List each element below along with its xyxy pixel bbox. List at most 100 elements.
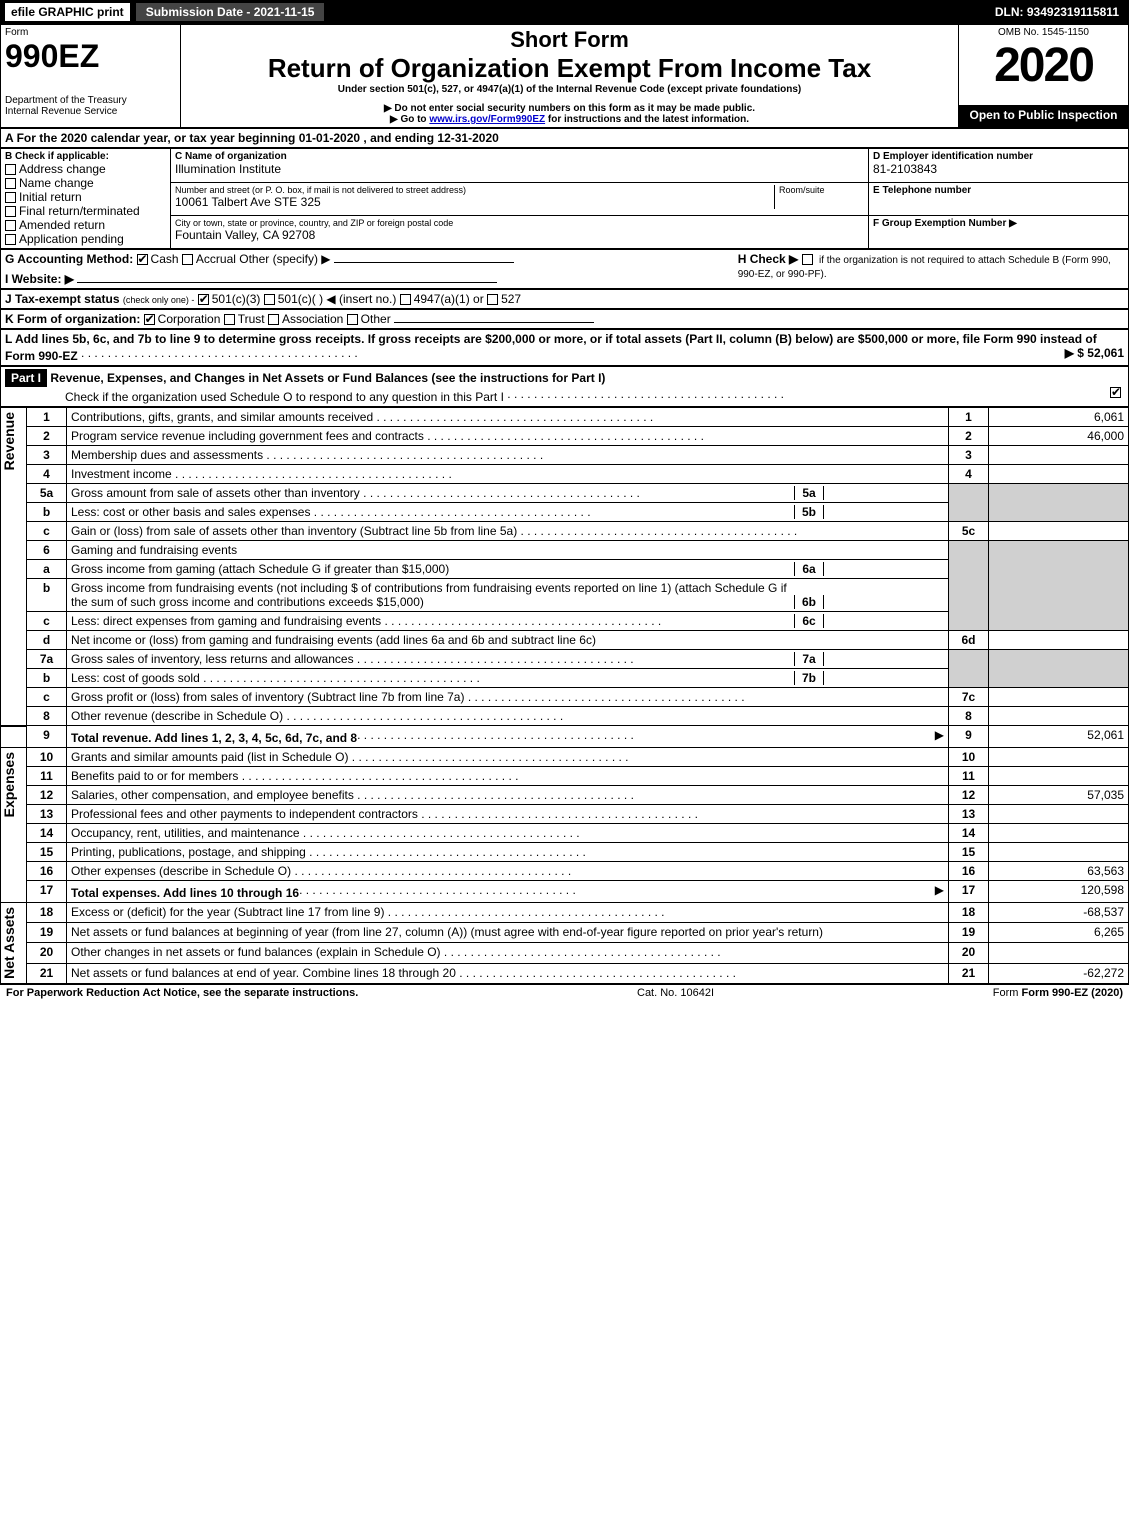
open-to-public: Open to Public Inspection xyxy=(959,106,1129,128)
top-bar: efile GRAPHIC print Submission Date - 20… xyxy=(0,0,1129,24)
r19-rn: 19 xyxy=(949,923,989,943)
k-trust[interactable]: Trust xyxy=(224,312,265,326)
r7c-val xyxy=(989,688,1129,707)
footer-right: Form Form 990-EZ (2020) xyxy=(993,987,1123,999)
r18-rn: 18 xyxy=(949,903,989,923)
r8-rn: 8 xyxy=(949,707,989,726)
r5c-val xyxy=(989,522,1129,541)
r6a-n: a xyxy=(27,560,67,579)
r13-n: 13 xyxy=(27,805,67,824)
r5c-n: c xyxy=(27,522,67,541)
r18-n: 18 xyxy=(27,903,67,923)
boxF-label: F Group Exemption Number ▶ xyxy=(873,218,1124,229)
part1-check-line: Check if the organization used Schedule … xyxy=(65,390,504,404)
r5a-n: 5a xyxy=(27,484,67,503)
r11-n: 11 xyxy=(27,767,67,786)
city-value: Fountain Valley, CA 92708 xyxy=(175,228,864,242)
r5b-txt: Less: cost or other basis and sales expe… xyxy=(71,505,794,519)
boxC-name-label: C Name of organization xyxy=(175,151,864,162)
r14-val xyxy=(989,824,1129,843)
r1-txt: Contributions, gifts, grants, and simila… xyxy=(71,410,653,424)
r12-val: 57,035 xyxy=(989,786,1129,805)
r7c-rn: 7c xyxy=(949,688,989,707)
ein-value: 81-2103843 xyxy=(873,162,1124,176)
r10-rn: 10 xyxy=(949,748,989,767)
r15-txt: Printing, publications, postage, and shi… xyxy=(71,845,586,859)
r4-n: 4 xyxy=(27,465,67,484)
r16-txt: Other expenses (describe in Schedule O) xyxy=(71,864,571,878)
period-line: A For the 2020 calendar year, or tax yea… xyxy=(1,129,1129,148)
acct-cash[interactable]: Cash xyxy=(137,252,179,266)
j-4947[interactable]: 4947(a)(1) or xyxy=(400,292,484,306)
main-title: Return of Organization Exempt From Incom… xyxy=(185,53,954,84)
r9-val: 52,061 xyxy=(989,726,1129,748)
acct-accrual[interactable]: Accrual xyxy=(182,252,236,266)
part1-title: Revenue, Expenses, and Changes in Net As… xyxy=(50,371,605,385)
revenue-side-label: Revenue xyxy=(1,408,17,474)
org-name: Illumination Institute xyxy=(175,162,864,176)
part1-schedO-checkbox[interactable] xyxy=(1110,387,1121,398)
r9-n: 9 xyxy=(27,726,67,748)
r20-n: 20 xyxy=(27,943,67,963)
lineI-label: I Website: ▶ xyxy=(5,272,74,286)
short-form-title: Short Form xyxy=(185,27,954,53)
irs-link[interactable]: www.irs.gov/Form990EZ xyxy=(429,114,545,125)
optB-4[interactable]: Amended return xyxy=(5,218,166,232)
r19-n: 19 xyxy=(27,923,67,943)
r6d-txt: Net income or (loss) from gaming and fun… xyxy=(71,633,596,647)
r6b-n: b xyxy=(27,579,67,612)
r17-n: 17 xyxy=(27,881,67,903)
r6d-rn: 6d xyxy=(949,631,989,650)
optB-3[interactable]: Final return/terminated xyxy=(5,204,166,218)
r10-n: 10 xyxy=(27,748,67,767)
j-501c3[interactable]: 501(c)(3) xyxy=(198,292,261,306)
form-label: Form xyxy=(5,27,176,38)
optB-5[interactable]: Application pending xyxy=(5,232,166,246)
r21-txt: Net assets or fund balances at end of ye… xyxy=(71,966,736,980)
r6b-txt: Gross income from fundraising events (no… xyxy=(71,581,794,609)
lineH-checkbox[interactable] xyxy=(802,254,813,265)
lineL-amount: ▶ $ 52,061 xyxy=(1065,346,1124,360)
r12-txt: Salaries, other compensation, and employ… xyxy=(71,788,634,802)
r10-txt: Grants and similar amounts paid (list in… xyxy=(71,750,629,764)
r14-rn: 14 xyxy=(949,824,989,843)
r5c-rn: 5c xyxy=(949,522,989,541)
expenses-side-label: Expenses xyxy=(1,748,17,821)
r9-rn: 9 xyxy=(949,726,989,748)
k-assoc[interactable]: Association xyxy=(268,312,343,326)
omb-label: OMB No. 1545-1150 xyxy=(963,27,1124,38)
r6d-n: d xyxy=(27,631,67,650)
r12-rn: 12 xyxy=(949,786,989,805)
r8-val xyxy=(989,707,1129,726)
r6c-txt: Less: direct expenses from gaming and fu… xyxy=(71,614,794,628)
r13-txt: Professional fees and other payments to … xyxy=(71,807,698,821)
r8-n: 8 xyxy=(27,707,67,726)
r2-val: 46,000 xyxy=(989,427,1129,446)
k-other[interactable]: Other xyxy=(347,312,391,326)
acct-other[interactable]: Other (specify) ▶ xyxy=(239,252,330,266)
website-input[interactable] xyxy=(77,282,497,283)
k-corp[interactable]: Corporation xyxy=(144,312,221,326)
r3-txt: Membership dues and assessments xyxy=(71,448,543,462)
optB-0[interactable]: Address change xyxy=(5,162,166,176)
r13-val xyxy=(989,805,1129,824)
r20-rn: 20 xyxy=(949,943,989,963)
r17-rn: 17 xyxy=(949,881,989,903)
footer-left: For Paperwork Reduction Act Notice, see … xyxy=(6,987,358,999)
page-footer: For Paperwork Reduction Act Notice, see … xyxy=(0,984,1129,1001)
r15-n: 15 xyxy=(27,843,67,862)
optB-2[interactable]: Initial return xyxy=(5,190,166,204)
r7b-mid: 7b xyxy=(794,671,824,685)
r4-rn: 4 xyxy=(949,465,989,484)
boxE-label: E Telephone number xyxy=(873,185,1124,196)
j-501c[interactable]: 501(c)( ) ◀ (insert no.) xyxy=(264,292,397,306)
r15-rn: 15 xyxy=(949,843,989,862)
r18-txt: Excess or (deficit) for the year (Subtra… xyxy=(71,905,665,919)
lineH-label: H Check ▶ xyxy=(738,252,799,266)
r6d-val xyxy=(989,631,1129,650)
r21-val: -62,272 xyxy=(989,963,1129,983)
r20-val xyxy=(989,943,1129,963)
optB-1[interactable]: Name change xyxy=(5,176,166,190)
r3-n: 3 xyxy=(27,446,67,465)
j-527[interactable]: 527 xyxy=(487,292,521,306)
